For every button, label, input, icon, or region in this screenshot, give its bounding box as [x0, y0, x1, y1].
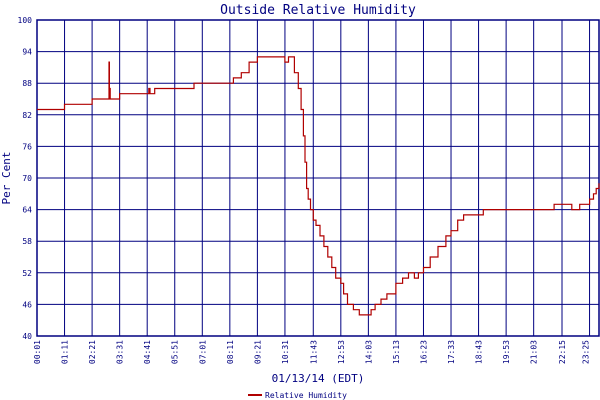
y-tick-label: 46 — [22, 300, 32, 309]
x-tick-label: 10:31 — [281, 340, 290, 364]
x-tick-label: 21:03 — [530, 340, 539, 364]
y-tick-label: 100 — [18, 16, 33, 25]
x-tick-label: 08:11 — [226, 340, 235, 364]
x-tick-label: 16:23 — [419, 340, 428, 364]
x-tick-label: 00:01 — [33, 340, 42, 364]
series-line-relative-humidity — [37, 56, 600, 316]
x-tick-label: 01:11 — [61, 340, 70, 364]
y-tick-label: 52 — [22, 269, 32, 278]
x-tick-label: 18:43 — [475, 340, 484, 364]
y-tick-label: 88 — [22, 79, 32, 88]
x-tick-label: 19:53 — [502, 340, 511, 364]
legend: Relative Humidity — [248, 391, 347, 400]
x-tick-label: 15:13 — [392, 340, 401, 364]
y-axis-tick-labels: 40 46 52 58 64 70 76 82 88 94 100 — [18, 16, 33, 341]
y-tick-label: 70 — [22, 174, 32, 183]
vertical-gridlines — [64, 20, 591, 336]
y-tick-label: 94 — [22, 48, 32, 57]
legend-label-relative-humidity: Relative Humidity — [265, 391, 347, 400]
x-tick-label: 02:21 — [88, 340, 97, 364]
y-tick-label: 82 — [22, 111, 32, 120]
x-tick-label: 14:03 — [364, 340, 373, 364]
x-tick-label: 11:43 — [309, 340, 318, 364]
x-tick-label: 05:51 — [171, 340, 180, 364]
x-tick-label: 04:41 — [143, 340, 152, 364]
x-tick-label: 09:21 — [253, 340, 262, 364]
y-tick-label: 58 — [22, 237, 32, 246]
x-tick-label: 22:15 — [558, 340, 567, 364]
x-tick-label: 23:25 — [582, 340, 591, 364]
x-tick-label: 03:31 — [116, 340, 125, 364]
x-tick-label: 12:53 — [337, 340, 346, 364]
y-axis-label: Per Cent — [0, 152, 13, 205]
x-axis-tick-labels: 00:01 01:11 02:21 03:31 04:41 05:51 07:01 08:11… — [33, 340, 591, 364]
x-tick-label: 17:33 — [447, 340, 456, 364]
y-tick-label: 64 — [22, 206, 32, 215]
y-tick-label: 40 — [22, 332, 32, 341]
y-tick-label: 76 — [22, 142, 32, 151]
x-tick-label: 07:01 — [198, 340, 207, 364]
chart-title: Outside Relative Humidity — [220, 3, 416, 18]
x-axis-label: 01/13/14 (EDT) — [272, 372, 365, 385]
